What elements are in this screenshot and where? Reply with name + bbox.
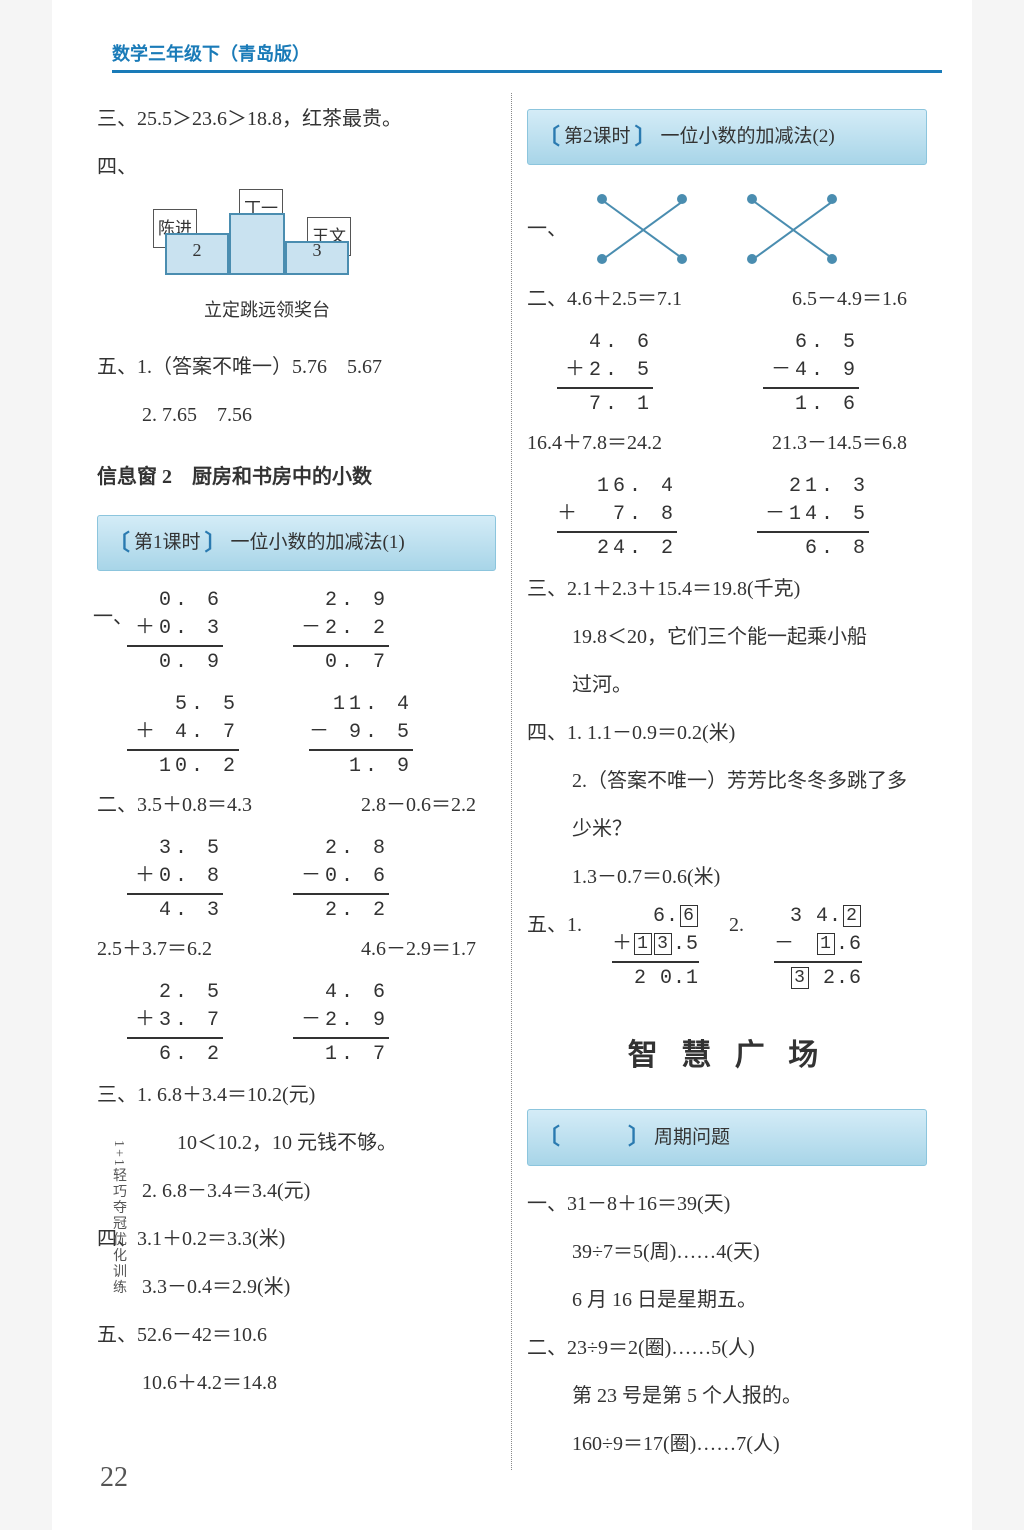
text-line: 二、23÷9＝2(圈)……5(人) <box>527 1326 927 1370</box>
big-section-title: 智 慧 广 场 <box>527 1023 927 1089</box>
text-line: 10＜10.2，10 元钱不够。 <box>97 1121 496 1165</box>
bracket-icon: 〔 <box>538 113 560 161</box>
item-label: 一、 <box>527 207 567 251</box>
right-column: 〔 第2课时 〕 一位小数的加减法(2) 一、 <box>512 93 942 1470</box>
lesson-title: 一位小数的加减法(1) <box>231 522 405 564</box>
text-line: 6 月 16 日是星期五。 <box>527 1278 927 1322</box>
equation-row: 2.5＋3.7＝6.2 4.6－2.9＝1.7 <box>97 927 476 971</box>
vertical-calc: 0. 6 ＋0. 3 0. 9 <box>127 587 223 677</box>
math-row: 一、 0. 6 ＋0. 3 0. 9 2. 9 －2. 2 0. 7 <box>127 587 496 683</box>
text-line: 四、1. 1.1－0.9＝0.2(米) <box>527 711 927 755</box>
text-line: 160÷9＝17(圈)……7(人) <box>527 1422 927 1466</box>
text-line: 五、52.6－42＝10.6 <box>97 1313 496 1357</box>
text-line: 四、 <box>97 145 496 189</box>
bracket-icon: 〔 <box>538 1113 560 1161</box>
podium-block-3: 3 <box>285 241 349 275</box>
section-title: 信息窗 2 厨房和书房中的小数 <box>97 455 496 499</box>
vertical-calc: 2. 5 ＋3. 7 6. 2 <box>127 979 223 1069</box>
vertical-calc: 3. 5 ＋0. 8 4. 3 <box>127 835 223 925</box>
text-line: 10.6＋4.2＝14.8 <box>97 1361 496 1405</box>
podium-diagram: 丁一 陈进 王文 2 3 <box>147 195 367 285</box>
boxed-vertical-calc: 6.6 ＋13.5 2 0.1 <box>612 903 699 993</box>
boxed-vertical-calc: 3 4.2 － 1.6 3 2.6 <box>774 903 862 993</box>
vertical-calc: 5. 5 ＋ 4. 7 10. 2 <box>127 691 239 781</box>
page-number: 22 <box>100 1462 128 1494</box>
text-line: 第 23 号是第 5 个人报的。 <box>527 1374 927 1418</box>
vertical-calc: 21. 3 －14. 5 6. 8 <box>757 473 869 563</box>
text-line: 39÷7＝5(周)……4(天) <box>527 1230 927 1274</box>
podium-caption: 立定跳远领奖台 <box>137 291 397 331</box>
text-line: 三、2.1＋2.3＋15.4＝19.8(千克) <box>527 567 927 611</box>
text-line: 2.（答案不唯一）芳芳比冬冬多跳了多 <box>527 759 927 803</box>
topic-header: 〔 〕 周期问题 <box>527 1109 927 1165</box>
left-column: 三、25.5＞23.6＞18.8，红茶最贵。 四、 丁一 陈进 王文 2 3 立… <box>82 93 512 1470</box>
text-line: 五、1.（答案不唯一）5.76 5.67 <box>97 345 496 389</box>
bracket-icon: 〕 <box>205 519 227 567</box>
vertical-calc: 4. 6 －2. 9 1. 7 <box>293 979 389 1069</box>
text-line: 一、31－8＋16＝39(天) <box>527 1182 927 1226</box>
bracket-icon: 〔 <box>108 519 130 567</box>
lesson-header-2: 〔 第2课时 〕 一位小数的加减法(2) <box>527 109 927 165</box>
page-header: 数学三年级下（青岛版） <box>112 40 942 73</box>
vertical-calc: 11. 4 － 9. 5 1. 9 <box>309 691 413 781</box>
lesson-tag: 第2课时 <box>564 116 631 158</box>
math-row: 2. 5 ＋3. 7 6. 2 4. 6 －2. 9 1. 7 <box>127 979 496 1069</box>
vertical-calc: 2. 8 －0. 6 2. 2 <box>293 835 389 925</box>
text-line: 2. 6.8－3.4＝3.4(元) <box>97 1169 496 1213</box>
vertical-calc: 6. 5 －4. 9 1. 6 <box>763 329 859 419</box>
math-row: 4. 6 ＋2. 5 7. 1 6. 5 －4. 9 1. 6 <box>557 329 927 419</box>
equation-row: 16.4＋7.8＝24.2 21.3－14.5＝6.8 <box>527 421 907 465</box>
text-line: 四、3.1＋0.2＝3.3(米) <box>97 1217 496 1261</box>
vertical-calc: 16. 4 ＋ 7. 8 24. 2 <box>557 473 677 563</box>
text-line: 1.3－0.7＝0.6(米) <box>527 855 927 899</box>
equation-row: 二、3.5＋0.8＝4.3 2.8－0.6＝2.2 <box>97 783 476 827</box>
math-row: 16. 4 ＋ 7. 8 24. 2 21. 3 －14. 5 6. 8 <box>557 473 927 563</box>
vertical-calc: 4. 6 ＋2. 5 7. 1 <box>557 329 653 419</box>
text-line: 三、1. 6.8＋3.4＝10.2(元) <box>97 1073 496 1117</box>
topic-title: 周期问题 <box>654 1117 730 1159</box>
podium-block-2: 2 <box>165 233 229 275</box>
spine-text: 1+1轻巧夺冠优化训练 <box>108 1140 128 1296</box>
cross-diagram <box>587 189 867 269</box>
lesson-tag: 第1课时 <box>134 522 201 564</box>
bracket-icon: 〕 <box>635 113 657 161</box>
boxed-calc-row: 五、1. 6.6 ＋13.5 2 0.1 2. 3 4.2 － 1.6 3 2.… <box>527 903 927 993</box>
equation-row: 二、4.6＋2.5＝7.1 6.5－4.9＝1.6 <box>527 277 907 321</box>
math-row: 3. 5 ＋0. 8 4. 3 2. 8 －0. 6 2. 2 <box>127 835 496 925</box>
lesson-title: 一位小数的加减法(2) <box>661 116 835 158</box>
math-row: 5. 5 ＋ 4. 7 10. 2 11. 4 － 9. 5 1. 9 <box>127 691 496 781</box>
podium-block-1 <box>229 213 285 275</box>
text-line: 3.3－0.4＝2.9(米) <box>97 1265 496 1309</box>
text-line: 过河。 <box>527 663 927 707</box>
text-line: 19.8＜20，它们三个能一起乘小船 <box>527 615 927 659</box>
lesson-header-1: 〔 第1课时 〕 一位小数的加减法(1) <box>97 515 496 571</box>
text-line: 少米？ <box>527 807 927 851</box>
vertical-calc: 2. 9 －2. 2 0. 7 <box>293 587 389 683</box>
text-line: 2. 7.65 7.56 <box>97 393 496 437</box>
bracket-icon: 〕 <box>628 1113 650 1161</box>
text-line: 三、25.5＞23.6＞18.8，红茶最贵。 <box>97 97 496 141</box>
item-label: 一、 <box>93 595 133 639</box>
